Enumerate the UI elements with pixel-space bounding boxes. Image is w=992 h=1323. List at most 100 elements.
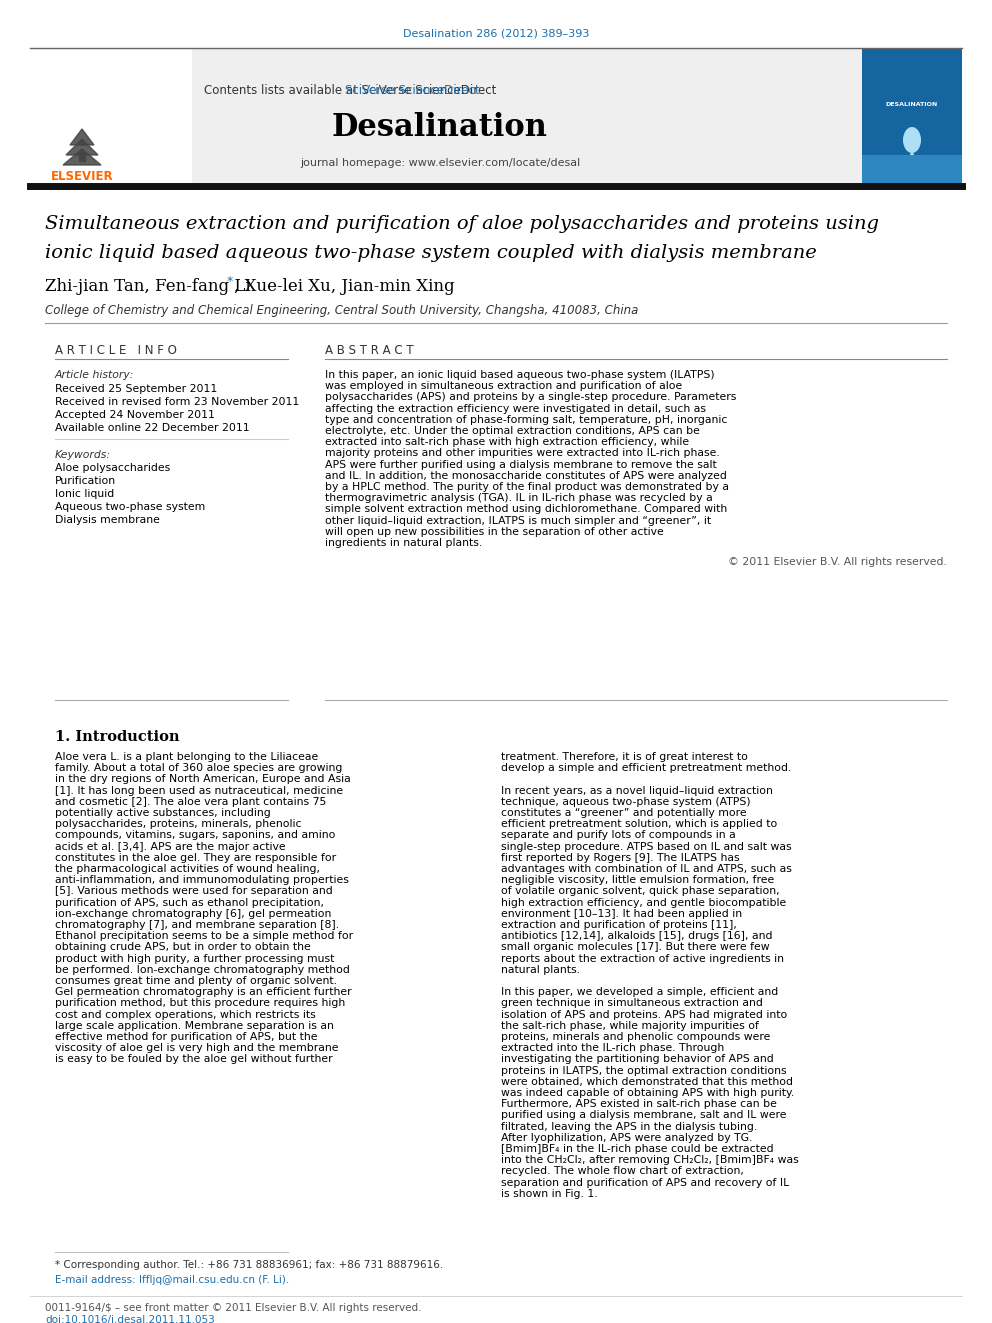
Text: reports about the extraction of active ingredients in: reports about the extraction of active i… — [501, 954, 784, 963]
Text: A B S T R A C T: A B S T R A C T — [325, 344, 414, 357]
Text: purification method, but this procedure requires high: purification method, but this procedure … — [55, 999, 345, 1008]
Text: electrolyte, etc. Under the optimal extraction conditions, APS can be: electrolyte, etc. Under the optimal extr… — [325, 426, 700, 437]
Text: by a HPLC method. The purity of the final product was demonstrated by a: by a HPLC method. The purity of the fina… — [325, 482, 729, 492]
Text: negligible viscosity, little emulsion formation, free: negligible viscosity, little emulsion fo… — [501, 876, 774, 885]
Text: constitutes in the aloe gel. They are responsible for: constitutes in the aloe gel. They are re… — [55, 853, 336, 863]
Text: large scale application. Membrane separation is an: large scale application. Membrane separa… — [55, 1021, 334, 1031]
Text: *: * — [227, 275, 233, 288]
Text: purification of APS, such as ethanol precipitation,: purification of APS, such as ethanol pre… — [55, 897, 324, 908]
Text: Dialysis membrane: Dialysis membrane — [55, 515, 160, 525]
Text: product with high purity, a further processing must: product with high purity, a further proc… — [55, 954, 334, 963]
Text: obtaining crude APS, but in order to obtain the: obtaining crude APS, but in order to obt… — [55, 942, 310, 953]
Text: antibiotics [12,14], alkaloids [15], drugs [16], and: antibiotics [12,14], alkaloids [15], dru… — [501, 931, 773, 941]
Text: separate and purify lots of compounds in a: separate and purify lots of compounds in… — [501, 831, 736, 840]
Text: other liquid–liquid extraction, ILATPS is much simpler and “greener”, it: other liquid–liquid extraction, ILATPS i… — [325, 516, 711, 525]
Text: Accepted 24 November 2011: Accepted 24 November 2011 — [55, 410, 215, 419]
Bar — [862, 155, 962, 185]
Text: extraction and purification of proteins [11],: extraction and purification of proteins … — [501, 919, 737, 930]
Text: purified using a dialysis membrane, salt and IL were: purified using a dialysis membrane, salt… — [501, 1110, 787, 1121]
Text: simple solvent extraction method using dichloromethane. Compared with: simple solvent extraction method using d… — [325, 504, 727, 515]
Text: 0011-9164/$ – see front matter © 2011 Elsevier B.V. All rights reserved.: 0011-9164/$ – see front matter © 2011 El… — [45, 1303, 422, 1312]
Text: Contents lists available at SciVerse ScienceDirect: Contents lists available at SciVerse Sci… — [203, 83, 496, 97]
Text: develop a simple and efficient pretreatment method.: develop a simple and efficient pretreatm… — [501, 763, 792, 773]
Polygon shape — [66, 139, 98, 155]
Text: [5]. Various methods were used for separation and: [5]. Various methods were used for separ… — [55, 886, 332, 897]
Text: be performed. Ion-exchange chromatography method: be performed. Ion-exchange chromatograph… — [55, 964, 350, 975]
Text: separation and purification of APS and recovery of IL: separation and purification of APS and r… — [501, 1177, 790, 1188]
Text: ion-exchange chromatography [6], gel permeation: ion-exchange chromatography [6], gel per… — [55, 909, 331, 918]
Text: © 2011 Elsevier B.V. All rights reserved.: © 2011 Elsevier B.V. All rights reserved… — [728, 557, 947, 568]
Text: is shown in Fig. 1.: is shown in Fig. 1. — [501, 1189, 597, 1199]
Text: doi:10.1016/j.desal.2011.11.053: doi:10.1016/j.desal.2011.11.053 — [45, 1315, 214, 1323]
Text: the pharmacological activities of wound healing,: the pharmacological activities of wound … — [55, 864, 320, 875]
Text: type and concentration of phase-forming salt, temperature, pH, inorganic: type and concentration of phase-forming … — [325, 415, 727, 425]
Text: cost and complex operations, which restricts its: cost and complex operations, which restr… — [55, 1009, 315, 1020]
Text: was employed in simultaneous extraction and purification of aloe: was employed in simultaneous extraction … — [325, 381, 682, 392]
Text: ELSEVIER: ELSEVIER — [51, 169, 113, 183]
Text: family. About a total of 360 aloe species are growing: family. About a total of 360 aloe specie… — [55, 763, 342, 773]
Text: chromatography [7], and membrane separation [8].: chromatography [7], and membrane separat… — [55, 919, 339, 930]
Text: [Bmim]BF₄ in the IL-rich phase could be extracted: [Bmim]BF₄ in the IL-rich phase could be … — [501, 1144, 774, 1154]
Text: polysaccharides (APS) and proteins by a single-step procedure. Parameters: polysaccharides (APS) and proteins by a … — [325, 393, 736, 402]
Text: Received in revised form 23 November 2011: Received in revised form 23 November 201… — [55, 397, 300, 407]
Text: Keywords:: Keywords: — [55, 450, 111, 460]
Text: will open up new possibilities in the separation of other active: will open up new possibilities in the se… — [325, 527, 664, 537]
Text: small organic molecules [17]. But there were few: small organic molecules [17]. But there … — [501, 942, 770, 953]
Polygon shape — [70, 130, 94, 146]
Text: Aloe vera L. is a plant belonging to the Liliaceae: Aloe vera L. is a plant belonging to the… — [55, 751, 318, 762]
Text: first reported by Rogers [9]. The ILATPS has: first reported by Rogers [9]. The ILATPS… — [501, 853, 740, 863]
Text: proteins in ILATPS, the optimal extraction conditions: proteins in ILATPS, the optimal extracti… — [501, 1065, 787, 1076]
Text: DESALINATION: DESALINATION — [886, 102, 938, 107]
Text: and cosmetic [2]. The aloe vera plant contains 75: and cosmetic [2]. The aloe vera plant co… — [55, 796, 326, 807]
Text: Article history:: Article history: — [55, 370, 134, 380]
Text: recycled. The whole flow chart of extraction,: recycled. The whole flow chart of extrac… — [501, 1167, 744, 1176]
Text: consumes great time and plenty of organic solvent.: consumes great time and plenty of organi… — [55, 976, 337, 986]
Text: acids et al. [3,4]. APS are the major active: acids et al. [3,4]. APS are the major ac… — [55, 841, 286, 852]
Text: [1]. It has long been used as nutraceutical, medicine: [1]. It has long been used as nutraceuti… — [55, 786, 343, 795]
Text: advantages with combination of IL and ATPS, such as: advantages with combination of IL and AT… — [501, 864, 792, 875]
Text: ionic liquid based aqueous two-phase system coupled with dialysis membrane: ionic liquid based aqueous two-phase sys… — [45, 243, 816, 262]
Text: , Xue-lei Xu, Jian-min Xing: , Xue-lei Xu, Jian-min Xing — [234, 278, 454, 295]
Text: green technique in simultaneous extraction and: green technique in simultaneous extracti… — [501, 999, 763, 1008]
Text: ingredients in natural plants.: ingredients in natural plants. — [325, 538, 482, 548]
Text: Purification: Purification — [55, 476, 116, 486]
Text: Aloe polysaccharides: Aloe polysaccharides — [55, 463, 171, 474]
Text: treatment. Therefore, it is of great interest to: treatment. Therefore, it is of great int… — [501, 751, 748, 762]
Text: Aqueous two-phase system: Aqueous two-phase system — [55, 501, 205, 512]
Text: In this paper, an ionic liquid based aqueous two-phase system (ILATPS): In this paper, an ionic liquid based aqu… — [325, 370, 714, 380]
Text: filtrated, leaving the APS in the dialysis tubing.: filtrated, leaving the APS in the dialys… — [501, 1122, 757, 1131]
Bar — [30, 48, 192, 185]
Text: affecting the extraction efficiency were investigated in detail, such as: affecting the extraction efficiency were… — [325, 404, 706, 414]
Polygon shape — [908, 152, 916, 160]
Text: SciVerse ScienceDirect: SciVerse ScienceDirect — [344, 83, 479, 97]
Text: After lyophilization, APS were analyzed by TG.: After lyophilization, APS were analyzed … — [501, 1132, 752, 1143]
Text: Zhi-jian Tan, Fen-fang Li: Zhi-jian Tan, Fen-fang Li — [45, 278, 256, 295]
Text: Available online 22 December 2011: Available online 22 December 2011 — [55, 423, 250, 433]
Text: In recent years, as a novel liquid–liquid extraction: In recent years, as a novel liquid–liqui… — [501, 786, 773, 795]
Text: into the CH₂Cl₂, after removing CH₂Cl₂, [Bmim]BF₄ was: into the CH₂Cl₂, after removing CH₂Cl₂, … — [501, 1155, 799, 1166]
Text: single-step procedure. ATPS based on IL and salt was: single-step procedure. ATPS based on IL … — [501, 841, 792, 852]
Text: Ethanol precipitation seems to be a simple method for: Ethanol precipitation seems to be a simp… — [55, 931, 353, 941]
Text: extracted into the IL-rich phase. Through: extracted into the IL-rich phase. Throug… — [501, 1044, 724, 1053]
Text: viscosity of aloe gel is very high and the membrane: viscosity of aloe gel is very high and t… — [55, 1044, 338, 1053]
Text: polysaccharides, proteins, minerals, phenolic: polysaccharides, proteins, minerals, phe… — [55, 819, 302, 830]
Text: Simultaneous extraction and purification of aloe polysaccharides and proteins us: Simultaneous extraction and purification… — [45, 216, 879, 233]
Text: Desalination: Desalination — [332, 111, 548, 143]
Text: College of Chemistry and Chemical Engineering, Central South University, Changsh: College of Chemistry and Chemical Engine… — [45, 304, 639, 318]
Text: A R T I C L E   I N F O: A R T I C L E I N F O — [55, 344, 177, 357]
Text: Gel permeation chromatography is an efficient further: Gel permeation chromatography is an effi… — [55, 987, 351, 998]
Text: In this paper, we developed a simple, efficient and: In this paper, we developed a simple, ef… — [501, 987, 779, 998]
Text: is easy to be fouled by the aloe gel without further: is easy to be fouled by the aloe gel wit… — [55, 1054, 332, 1065]
Text: E-mail address: lffljq@mail.csu.edu.cn (F. Li).: E-mail address: lffljq@mail.csu.edu.cn (… — [55, 1275, 290, 1285]
Text: environment [10–13]. It had been applied in: environment [10–13]. It had been applied… — [501, 909, 742, 918]
Polygon shape — [79, 153, 85, 161]
Text: proteins, minerals and phenolic compounds were: proteins, minerals and phenolic compound… — [501, 1032, 771, 1043]
Polygon shape — [63, 149, 101, 165]
Text: of volatile organic solvent, quick phase separation,: of volatile organic solvent, quick phase… — [501, 886, 780, 897]
Text: isolation of APS and proteins. APS had migrated into: isolation of APS and proteins. APS had m… — [501, 1009, 788, 1020]
Text: extracted into salt-rich phase with high extraction efficiency, while: extracted into salt-rich phase with high… — [325, 437, 689, 447]
Text: compounds, vitamins, sugars, saponins, and amino: compounds, vitamins, sugars, saponins, a… — [55, 831, 335, 840]
Text: and IL. In addition, the monosaccharide constitutes of APS were analyzed: and IL. In addition, the monosaccharide … — [325, 471, 727, 480]
Text: were obtained, which demonstrated that this method: were obtained, which demonstrated that t… — [501, 1077, 793, 1086]
Text: majority proteins and other impurities were extracted into IL-rich phase.: majority proteins and other impurities w… — [325, 448, 720, 458]
